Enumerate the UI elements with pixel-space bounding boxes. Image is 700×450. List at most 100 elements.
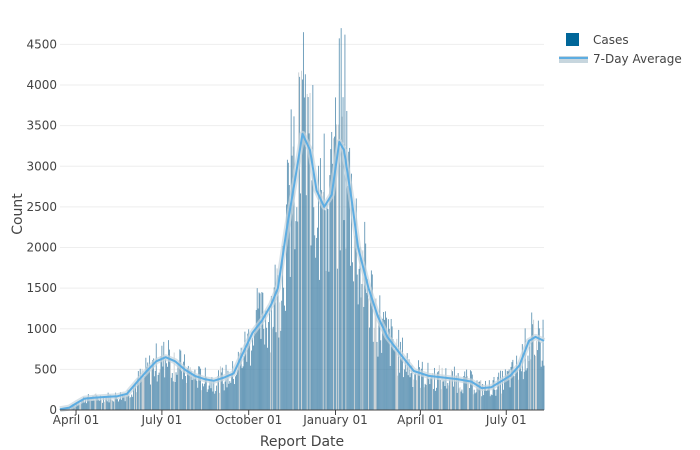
case-bar [331, 131, 333, 411]
case-bar [248, 329, 250, 410]
case-bar [146, 366, 148, 410]
case-bar [386, 317, 387, 410]
case-bar [474, 393, 476, 410]
case-bar [523, 371, 525, 410]
case-bar [218, 370, 219, 410]
case-bar [499, 383, 501, 410]
legend-cases-label[interactable]: Cases [593, 33, 629, 47]
case-bar [115, 392, 117, 410]
case-bar [223, 390, 225, 410]
case-bar [528, 361, 530, 410]
case-bar [320, 190, 322, 410]
case-bar [419, 367, 420, 410]
case-bar [269, 352, 271, 410]
case-bar [158, 372, 160, 410]
case-bar [369, 327, 370, 410]
case-bar [527, 355, 529, 410]
case-bar [387, 319, 389, 410]
case-bar [263, 328, 265, 410]
case-bar [99, 400, 101, 410]
case-bar [287, 162, 289, 410]
case-bar [359, 246, 361, 410]
case-bar [501, 393, 502, 410]
case-bar [172, 381, 174, 410]
case-bar [514, 376, 516, 410]
case-bar [509, 387, 511, 410]
case-bar [314, 235, 316, 410]
case-bar [378, 314, 380, 410]
case-bar [531, 312, 533, 410]
case-bar [106, 401, 108, 410]
case-bar [538, 328, 540, 410]
case-bar [135, 392, 137, 410]
case-bar [434, 367, 435, 410]
case-bar [286, 159, 288, 410]
legend-cases-swatch[interactable] [566, 33, 579, 46]
case-bar [510, 366, 512, 410]
case-bar [485, 380, 486, 410]
case-bar [131, 394, 133, 410]
case-bar [318, 165, 319, 410]
case-bar [133, 387, 135, 410]
case-bar [294, 249, 296, 410]
case-bar [233, 378, 235, 410]
case-bar [336, 268, 338, 410]
case-bar [494, 389, 496, 410]
legend[interactable]: Cases 7-Day Average [559, 33, 682, 66]
case-bar [541, 360, 543, 410]
case-bar [252, 337, 253, 410]
case-bar [224, 381, 226, 410]
case-bar [118, 401, 119, 410]
case-bar [198, 366, 200, 410]
case-bar [251, 350, 252, 410]
case-bar [417, 373, 418, 410]
case-bar [324, 210, 326, 410]
case-bar [102, 396, 104, 410]
case-bar [230, 382, 232, 410]
case-bar [508, 369, 510, 410]
case-bar [301, 70, 302, 410]
case-bar [436, 372, 438, 410]
case-bar [356, 274, 358, 410]
case-bar [336, 124, 337, 411]
case-bar [291, 155, 293, 410]
case-bar [183, 361, 185, 410]
case-bar [207, 389, 209, 410]
case-bar [137, 371, 139, 410]
case-bar [399, 372, 401, 410]
case-bar [289, 276, 291, 410]
case-bar [231, 374, 233, 410]
case-bar [496, 389, 498, 410]
case-bar [125, 395, 127, 410]
case-bar [482, 383, 484, 410]
average-line-band [59, 130, 546, 413]
case-bar [516, 355, 518, 410]
case-bar [335, 97, 336, 411]
case-bar [80, 403, 82, 410]
case-bar [469, 388, 470, 410]
case-bar [119, 392, 121, 410]
legend-average-band[interactable] [559, 56, 588, 63]
case-bar [277, 275, 279, 410]
legend-average-label[interactable]: 7-Day Average [593, 52, 682, 66]
case-bar [184, 354, 185, 410]
case-bar [423, 387, 425, 410]
case-bar [79, 404, 81, 410]
case-bar [203, 383, 205, 410]
case-bar [381, 352, 383, 410]
case-bar [479, 381, 481, 410]
case-bar [279, 302, 281, 410]
case-bar [353, 235, 355, 410]
case-bar [414, 374, 416, 410]
case-bar [202, 386, 204, 410]
x-tick-label: July 01 [141, 413, 183, 427]
case-bar [480, 379, 482, 410]
case-bar [463, 376, 465, 410]
case-bar [281, 300, 283, 410]
case-bar [374, 298, 376, 410]
case-bar [182, 379, 184, 410]
case-bar [444, 386, 446, 410]
case-bar [78, 403, 80, 410]
case-bar [204, 367, 206, 410]
case-bar [199, 366, 201, 410]
